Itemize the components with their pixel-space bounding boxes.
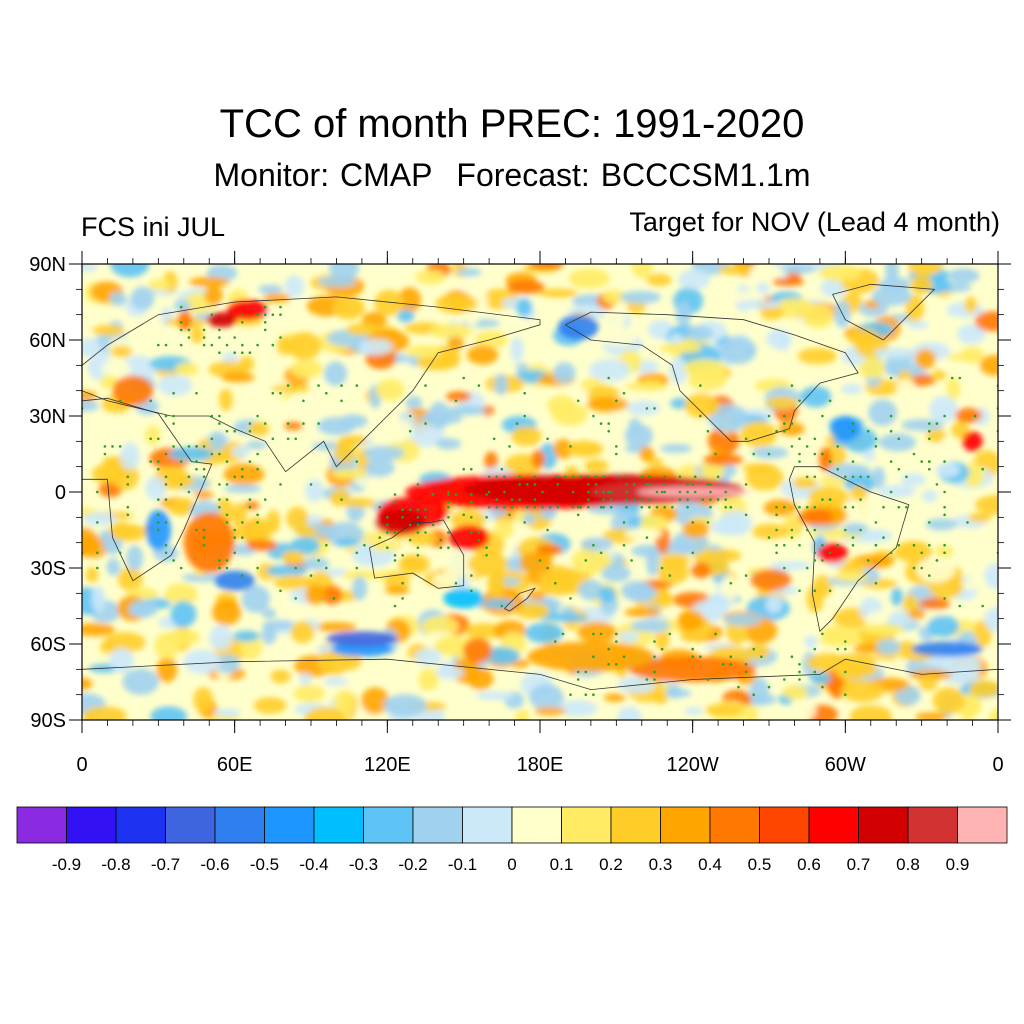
x-tick-label: 0 bbox=[76, 754, 87, 776]
colorbar-swatch bbox=[363, 806, 414, 844]
colorbar-label: -0.3 bbox=[349, 855, 378, 874]
colorbar-label: -0.4 bbox=[299, 855, 328, 874]
colorbar-swatch bbox=[313, 806, 364, 844]
colorbar-swatch bbox=[412, 806, 463, 844]
y-tick-label: 30N bbox=[29, 406, 66, 428]
colorbar-swatch bbox=[610, 806, 661, 844]
colorbar-swatch bbox=[165, 806, 216, 844]
x-tick-label: 60E bbox=[217, 754, 253, 776]
colorbar-label: -0.8 bbox=[101, 855, 130, 874]
colorbar: -0.9 -0.8 -0.7 -0.6 -0.5 -0.4 -0.3 -0.2 -0.1 0 0.1… bbox=[16, 806, 1008, 874]
monitor-label: Monitor: CMAP bbox=[213, 157, 433, 193]
colorbar-label: -0.6 bbox=[200, 855, 229, 874]
colorbar-swatch bbox=[462, 806, 513, 844]
y-tick-label: 0 bbox=[55, 482, 66, 504]
y-tick-label: 90N bbox=[29, 254, 66, 276]
colorbar-swatch bbox=[115, 806, 166, 844]
colorbar-swatch bbox=[214, 806, 265, 844]
axis-ticks: 90N 60N 30N 0 30S 60S 90S 0 60E 120E 180E 120W 60W 0 bbox=[29, 251, 1011, 776]
y-tick-label: 60S bbox=[30, 634, 66, 656]
x-tick-label: 120E bbox=[364, 754, 411, 776]
colorbar-label: -0.1 bbox=[448, 855, 477, 874]
colorbar-swatch bbox=[759, 806, 810, 844]
colorbar-swatch bbox=[16, 806, 67, 844]
colorbar-swatch bbox=[264, 806, 315, 844]
colorbar-label: -0.9 bbox=[52, 855, 81, 874]
colorbar-swatch bbox=[561, 806, 612, 844]
y-tick-label: 90S bbox=[30, 710, 66, 732]
colorbar-label: 0.7 bbox=[847, 855, 871, 874]
colorbar-label: 0.8 bbox=[896, 855, 920, 874]
x-tick-label: 120W bbox=[667, 754, 719, 776]
forecast-label: Forecast: BCCCSM1.1m bbox=[456, 157, 811, 193]
x-tick-label: 180E bbox=[517, 754, 564, 776]
colorbar-swatch bbox=[660, 806, 711, 844]
x-tick-label: 0 bbox=[992, 754, 1003, 776]
x-tick-label: 60W bbox=[825, 754, 866, 776]
colorbar-swatch bbox=[957, 806, 1008, 844]
chart-title: TCC of month PREC: 1991-2020 bbox=[219, 102, 805, 146]
y-tick-label: 60N bbox=[29, 330, 66, 352]
colorbar-swatch bbox=[66, 806, 117, 844]
colorbar-label: 0.3 bbox=[649, 855, 673, 874]
colorbar-label: 0.5 bbox=[748, 855, 772, 874]
colorbar-label: 0.2 bbox=[599, 855, 623, 874]
chart-subtitle: Monitor: CMAP Forecast: BCCCSM1.1m bbox=[0, 156, 1024, 194]
colorbar-label: 0.9 bbox=[946, 855, 970, 874]
colorbar-label: 0.6 bbox=[797, 855, 821, 874]
colorbar-label: 0.1 bbox=[550, 855, 574, 874]
colorbar-label: -0.2 bbox=[398, 855, 427, 874]
colorbar-swatch bbox=[858, 806, 909, 844]
colorbar-swatch bbox=[511, 806, 562, 844]
colorbar-swatch bbox=[907, 806, 958, 844]
coastlines bbox=[82, 283, 998, 691]
y-tick-label: 30S bbox=[30, 558, 66, 580]
colorbar-swatch bbox=[808, 806, 859, 844]
target-label: Target for NOV (Lead 4 month) bbox=[629, 207, 1000, 237]
correlation-field bbox=[82, 264, 998, 720]
significance-dots bbox=[82, 305, 998, 696]
init-label: FCS ini JUL bbox=[81, 212, 226, 242]
colorbar-label: -0.7 bbox=[151, 855, 180, 874]
colorbar-swatch bbox=[709, 806, 760, 844]
colorbar-label: -0.5 bbox=[250, 855, 279, 874]
colorbar-label: 0 bbox=[507, 855, 516, 874]
colorbar-label: 0.4 bbox=[698, 855, 722, 874]
